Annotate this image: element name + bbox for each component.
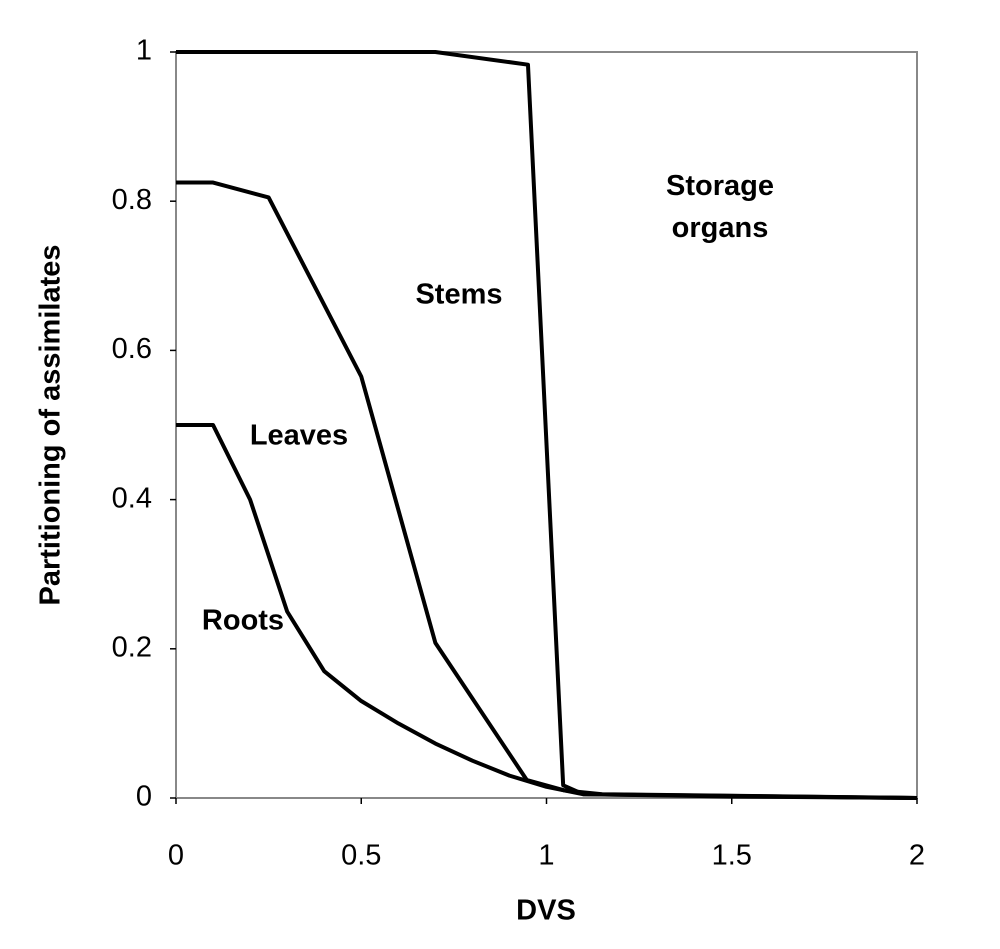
annotation: Roots xyxy=(202,605,284,637)
x-tick-label: 1.5 xyxy=(712,840,752,872)
y-tick-label: 0 xyxy=(136,781,152,813)
x-axis-label: DVS xyxy=(516,895,576,927)
x-tick-label: 0.5 xyxy=(341,840,381,872)
x-tick-label: 0 xyxy=(168,840,184,872)
y-tick-label: 0.4 xyxy=(112,482,152,514)
y-axis-label: Partitioning of assimilates xyxy=(35,245,67,606)
y-tick-label: 0.2 xyxy=(112,631,152,663)
annotation: Stems xyxy=(415,279,502,311)
x-tick-label: 1 xyxy=(538,840,554,872)
y-tick-label: 0.8 xyxy=(112,184,152,216)
y-tick-label: 0.6 xyxy=(112,333,152,365)
annotation: Storage organs xyxy=(666,170,774,244)
line xyxy=(176,423,918,800)
y-tick-label: 1 xyxy=(136,35,152,67)
annotation: Leaves xyxy=(250,420,348,452)
x-tick-label: 2 xyxy=(909,840,925,872)
line xyxy=(176,180,918,800)
